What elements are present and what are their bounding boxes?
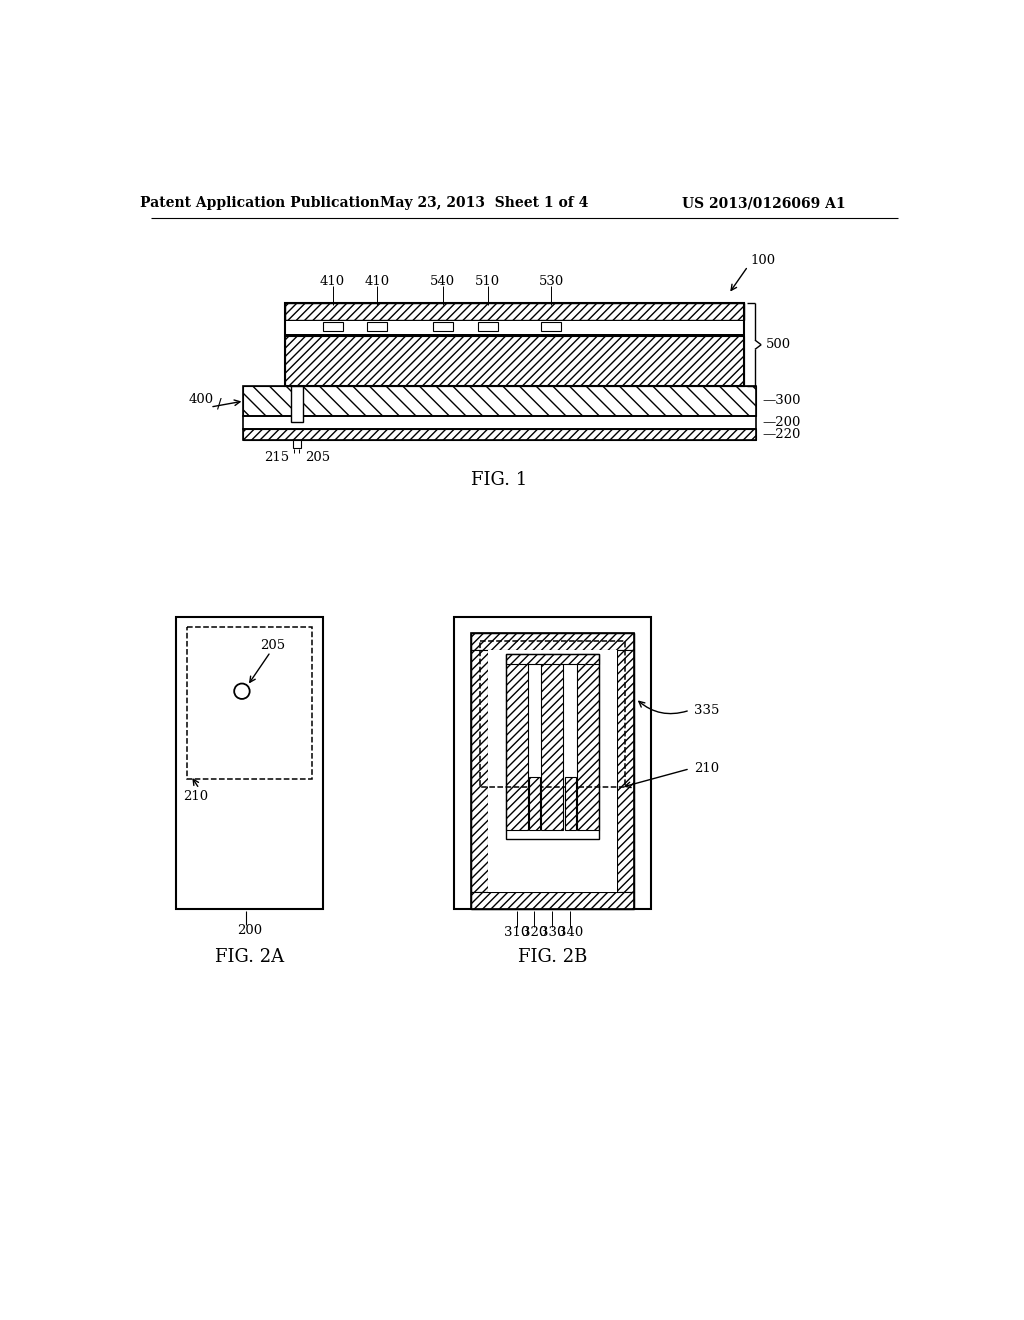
- Bar: [286, 334, 744, 337]
- Text: 410: 410: [321, 275, 345, 288]
- Bar: [243, 387, 756, 416]
- Bar: [323, 322, 343, 331]
- Text: May 23, 2013  Sheet 1 of 4: May 23, 2013 Sheet 1 of 4: [380, 197, 589, 210]
- Text: —220: —220: [762, 428, 801, 441]
- Text: US 2013/0126069 A1: US 2013/0126069 A1: [682, 197, 846, 210]
- Bar: [541, 322, 561, 331]
- Bar: [529, 777, 540, 830]
- Bar: [243, 387, 756, 416]
- Text: 200: 200: [238, 924, 262, 937]
- Text: 210: 210: [183, 789, 208, 803]
- Text: FIG. 2B: FIG. 2B: [517, 948, 587, 966]
- Bar: [471, 634, 634, 909]
- Bar: [286, 337, 744, 387]
- Bar: [487, 651, 617, 892]
- Bar: [432, 322, 453, 331]
- Bar: [243, 429, 756, 441]
- Text: /: /: [217, 396, 222, 411]
- Text: 340: 340: [557, 925, 583, 939]
- Text: —200: —200: [762, 416, 801, 429]
- Text: Patent Application Publication: Patent Application Publication: [140, 197, 380, 210]
- Bar: [471, 651, 487, 892]
- Bar: [578, 655, 599, 830]
- Bar: [506, 655, 527, 830]
- Text: —300: —300: [762, 395, 801, 408]
- Bar: [471, 634, 634, 909]
- Text: 540: 540: [430, 275, 456, 288]
- Text: FIG. 1: FIG. 1: [471, 471, 527, 490]
- Bar: [480, 642, 625, 788]
- Text: 330: 330: [540, 925, 565, 939]
- Bar: [506, 655, 599, 840]
- Text: 335: 335: [693, 704, 719, 717]
- Bar: [367, 322, 387, 331]
- Bar: [506, 655, 599, 664]
- Text: 205: 205: [305, 450, 330, 463]
- Bar: [286, 304, 744, 387]
- Bar: [471, 892, 634, 909]
- Text: FIG. 2A: FIG. 2A: [215, 948, 285, 966]
- Text: 500: 500: [766, 338, 791, 351]
- Text: 530: 530: [539, 275, 564, 288]
- Text: 205: 205: [260, 639, 286, 652]
- Bar: [291, 387, 303, 422]
- Bar: [477, 322, 498, 331]
- Bar: [243, 429, 756, 441]
- Bar: [564, 777, 575, 830]
- Text: 410: 410: [365, 275, 389, 288]
- Bar: [176, 616, 324, 909]
- Bar: [286, 304, 744, 321]
- Bar: [471, 634, 634, 651]
- Text: 400: 400: [188, 393, 213, 407]
- Bar: [187, 627, 312, 780]
- Bar: [617, 651, 634, 892]
- Text: 510: 510: [475, 275, 500, 288]
- Text: 100: 100: [751, 255, 775, 268]
- Bar: [293, 441, 301, 447]
- Text: 320: 320: [522, 925, 547, 939]
- Bar: [454, 616, 651, 909]
- Bar: [243, 416, 756, 429]
- Text: 310: 310: [504, 925, 529, 939]
- Text: 215: 215: [264, 450, 289, 463]
- Bar: [542, 655, 563, 830]
- Text: 210: 210: [693, 762, 719, 775]
- Bar: [286, 321, 744, 334]
